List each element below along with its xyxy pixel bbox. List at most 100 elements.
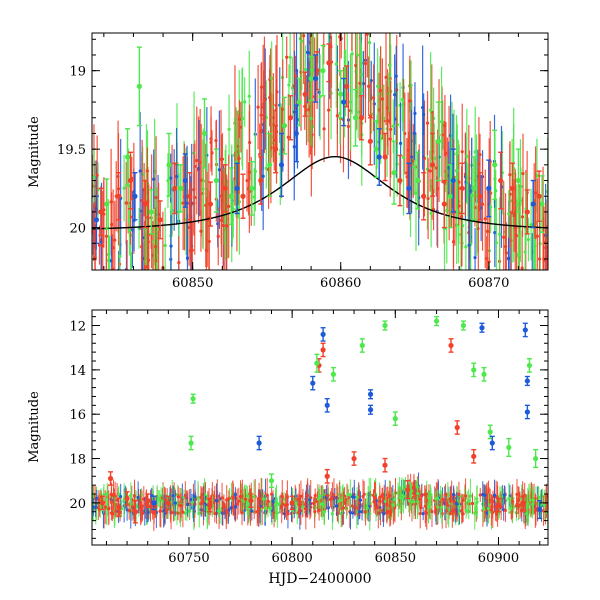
point-texture [364,510,368,514]
point-texture [186,502,190,507]
data-point [93,217,100,223]
data-point [157,217,163,223]
point-texture [358,498,363,502]
point-texture [307,51,311,55]
data-point [433,318,440,324]
point-texture [515,203,519,207]
x-tick-label: 60850 [375,551,416,566]
point-texture [494,241,498,245]
point-texture [436,187,440,191]
point-texture [285,495,289,499]
data-point [520,500,526,506]
point-texture [280,494,284,499]
point-texture [216,234,220,238]
point-texture [393,497,397,502]
point-texture [473,150,477,154]
data-point [506,444,512,451]
data-point [406,185,412,191]
data-point [293,130,299,137]
point-texture [309,116,313,121]
data-point [498,177,504,184]
point-texture [103,505,107,509]
point-texture [350,52,354,56]
point-texture [263,506,267,510]
point-texture [107,507,111,511]
point-texture [387,509,391,514]
point-texture [440,505,444,509]
point-texture [525,512,529,516]
point-texture [360,72,364,77]
point-texture [277,502,282,506]
bottom-panel-frame [91,309,549,546]
point-texture [94,505,98,509]
data-point [358,115,365,121]
point-texture [367,40,372,45]
data-point [391,170,397,176]
data-point [222,185,228,191]
point-texture [199,229,203,233]
data-point [127,177,134,184]
point-texture [332,493,336,497]
point-texture [222,502,226,506]
point-texture [126,273,129,276]
point-texture [300,39,304,43]
data-point [515,177,521,184]
data-point [376,154,382,160]
top-panel-points [93,43,545,245]
point-texture [531,498,536,502]
point-texture [113,238,117,242]
point-texture [188,509,192,513]
point-texture [313,493,317,498]
point-texture [252,495,256,499]
point-texture [346,493,350,497]
data-point [471,367,477,373]
point-texture [255,510,259,514]
data-point [190,396,196,402]
y-tick-label: 20 [69,222,86,237]
data-point [509,185,516,191]
data-point [471,453,477,459]
point-texture [455,502,459,506]
point-texture [313,505,317,510]
data-point [249,185,255,191]
point-texture [457,204,461,208]
point-texture [334,62,338,66]
data-point [435,138,442,144]
data-point [450,177,456,184]
data-point [136,83,142,89]
point-texture [185,201,189,205]
point-texture [240,117,245,121]
point-texture [393,93,397,97]
point-texture [101,244,105,248]
point-texture [238,494,243,499]
point-texture [288,55,292,59]
point-texture [533,509,537,513]
data-point [533,455,539,462]
data-point [344,83,350,89]
point-texture [154,195,158,200]
point-texture [528,498,532,502]
point-texture [473,256,477,260]
data-point [99,500,105,506]
data-point [310,380,316,386]
bottom-panel: 60750 60800 60850 60900 12 14 16 18 20 Magnitude… [27,309,549,587]
top-panel: 60850 60860 60870 19 19.5 20 Magnitude [27,32,549,291]
point-texture [434,166,438,170]
point-texture [95,173,99,177]
data-point [98,209,104,215]
point-texture [420,494,424,498]
point-texture [286,135,290,139]
point-texture [318,494,322,498]
point-texture [297,511,301,515]
point-texture [486,506,491,511]
point-texture [508,271,511,274]
point-texture [447,166,451,170]
point-texture [261,174,265,178]
point-texture [461,512,465,516]
point-texture [195,158,199,163]
point-texture [341,506,346,510]
point-texture [335,113,339,118]
data-point [148,209,154,215]
data-point [272,146,279,152]
point-texture [412,165,416,169]
